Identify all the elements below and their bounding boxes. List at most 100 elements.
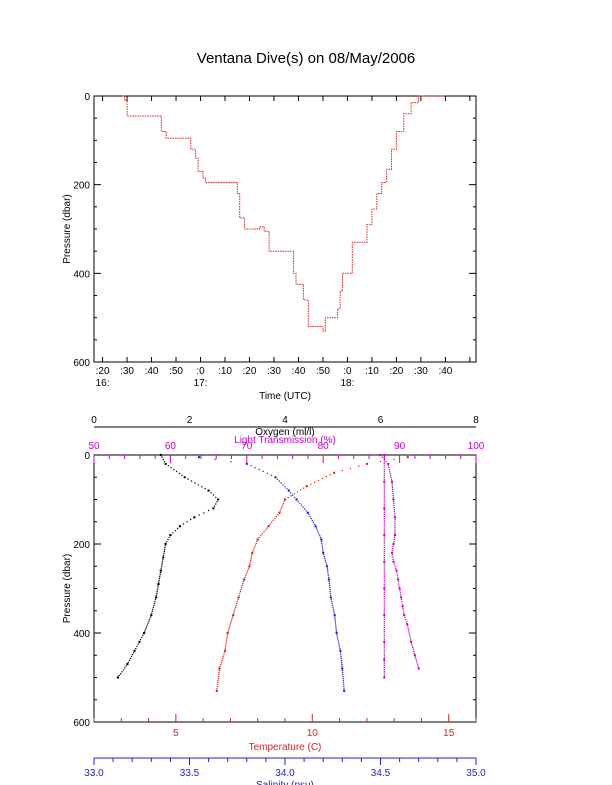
data-point [413,652,415,654]
data-point [398,585,400,587]
data-point [173,468,175,471]
data-point [383,520,385,522]
data-point [215,496,217,498]
data-point [383,546,385,549]
data-point [397,581,400,583]
data-point [383,587,386,590]
data-point [286,488,288,490]
data-point [328,582,331,585]
data-point [217,498,220,501]
data-point [323,556,325,558]
data-point [283,500,285,503]
data-point [168,536,170,538]
data-point [244,575,247,577]
data-point [316,529,318,531]
data-point [333,614,336,617]
data-point [299,489,302,491]
data-point [310,483,312,485]
data-point [222,656,224,658]
data-point [383,635,385,637]
data-point [159,571,162,574]
data-point [383,616,385,618]
x-tick-label: :10 [218,366,232,377]
data-point [250,465,252,467]
data-point [383,491,385,493]
data-point [340,660,343,662]
data-point [383,637,385,639]
data-point [403,614,406,617]
data-point [254,467,256,469]
x-tick-label: :0 [343,366,352,377]
data-point [215,503,217,505]
data-point [405,621,408,623]
data-point [383,538,385,540]
temperature-tick-label: 15 [443,728,455,739]
data-point [383,651,385,653]
data-point [225,640,228,642]
data-point [278,480,280,482]
data-point [383,474,385,477]
data-point [135,647,137,650]
data-point [325,563,328,565]
data-point [223,649,227,652]
data-point [310,517,312,520]
data-point [256,538,259,541]
data-point [392,542,395,546]
data-point [383,591,385,594]
x-tick-label: :40 [438,366,452,377]
data-point [239,590,242,593]
data-point [226,631,229,635]
data-point [401,603,403,605]
data-point [329,592,332,595]
data-point [142,631,146,635]
data-point [159,575,161,578]
data-point [284,486,286,488]
data-point [383,530,385,532]
data-point [320,540,323,543]
data-point [230,620,232,622]
data-point [175,470,178,473]
data-point [383,661,385,663]
data-point [197,484,200,486]
x-tick-label: :10 [365,366,379,377]
data-point [315,527,318,529]
data-point [266,472,268,475]
data-point [201,486,203,488]
data-point [302,506,304,508]
data-point [383,585,385,588]
y-tick-label: 200 [73,181,90,192]
data-point [339,652,342,654]
data-point [324,557,326,560]
data-point [118,674,120,677]
data-point [383,676,386,679]
light-tick-label: 90 [394,441,406,452]
data-point [221,658,224,660]
data-point [383,649,385,651]
y-axis-label: Pressure (dbar) [62,194,73,263]
data-point [328,580,330,583]
data-point [402,610,405,612]
data-point [329,590,331,593]
data-point [341,667,344,670]
data-point [176,527,179,530]
data-point [312,521,315,524]
data-point [383,472,385,475]
data-point [383,668,385,671]
data-point [334,622,337,624]
data-point [204,488,206,490]
data-point [383,560,386,563]
data-point [383,610,385,612]
data-point [161,564,163,566]
data-point [326,567,328,569]
data-point [383,518,385,520]
data-point [251,551,254,555]
data-point [230,461,232,463]
data-point [156,592,158,595]
data-point [174,530,176,532]
data-point [343,684,345,686]
data-point [333,612,335,614]
data-point [249,563,251,565]
data-point [383,604,385,606]
data-point [379,453,382,457]
data-point [398,587,401,590]
